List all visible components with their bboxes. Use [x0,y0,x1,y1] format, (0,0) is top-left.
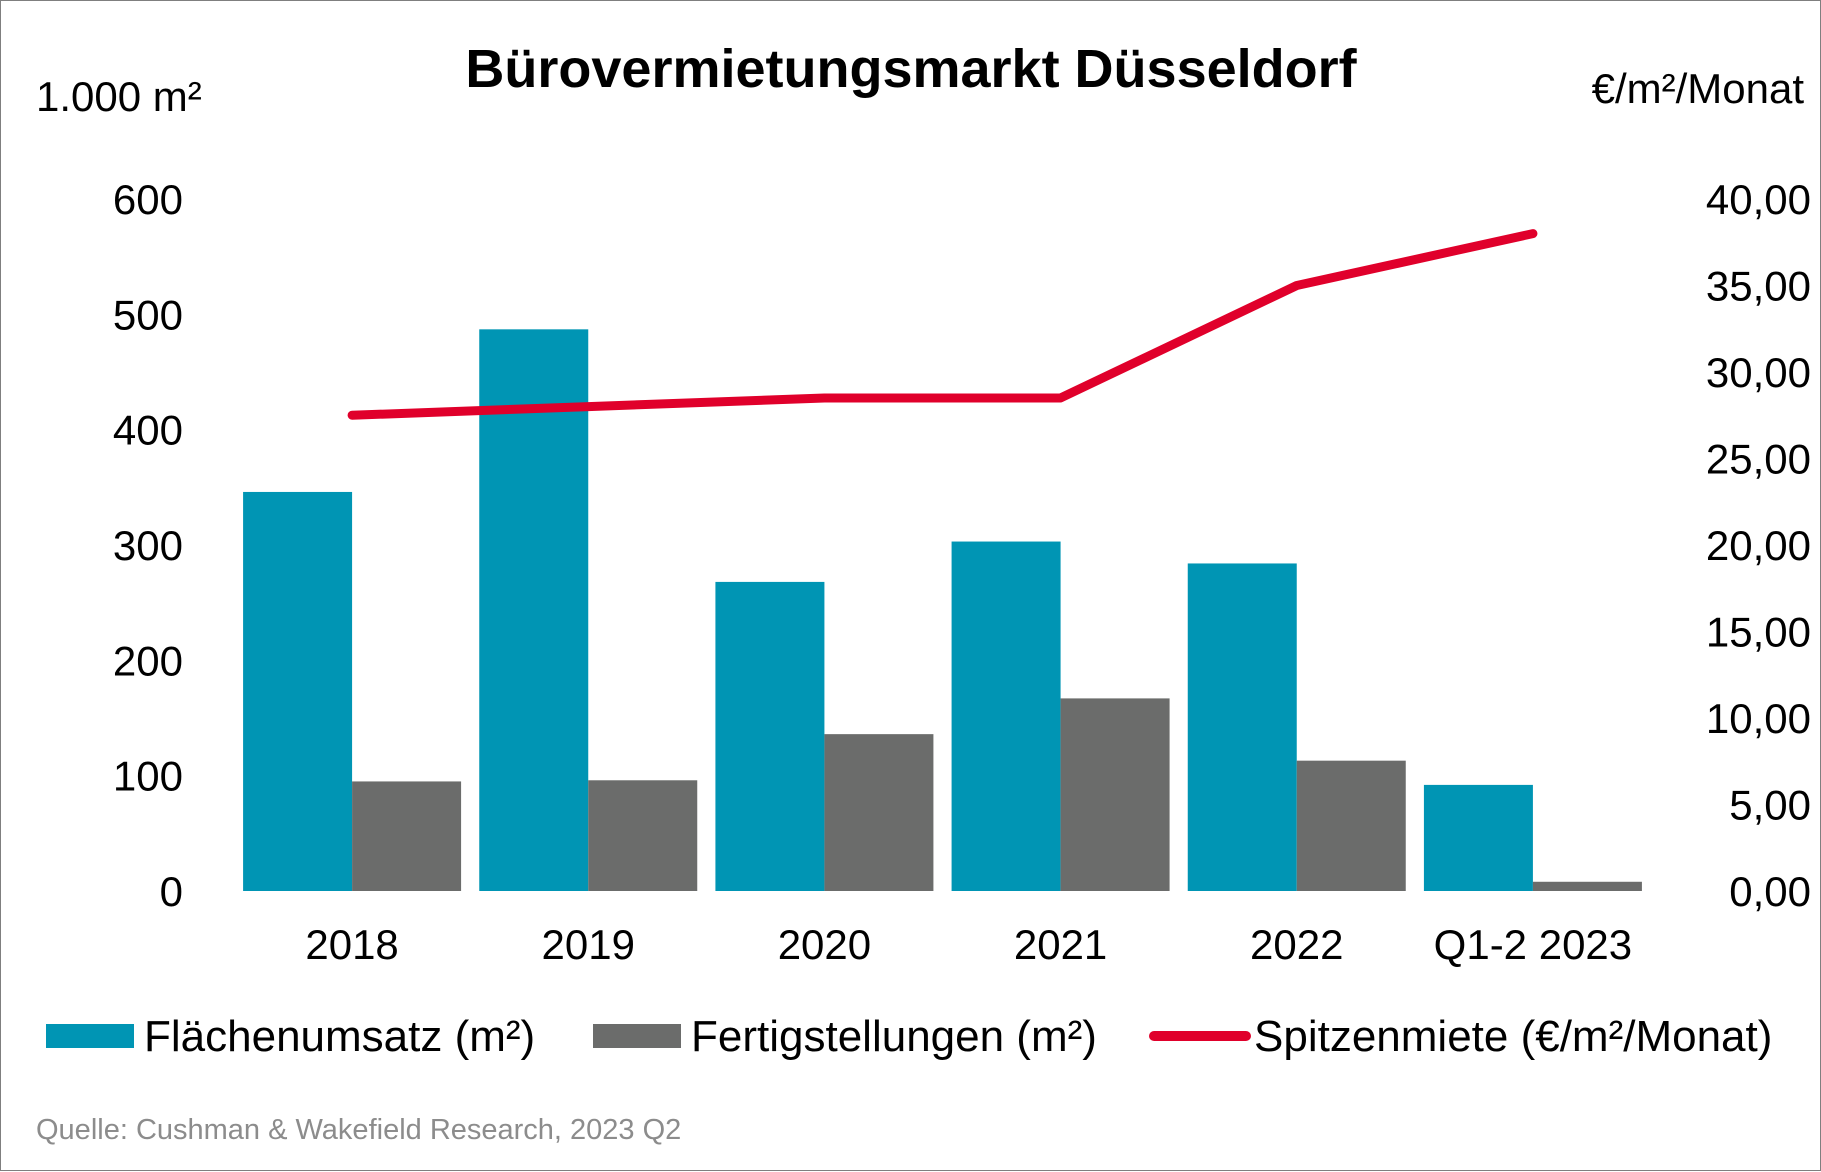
x-axis: 2018 2019 2020 2021 2022 Q1-2 2023 [305,921,1632,968]
x-tick-label: 2021 [1014,921,1107,968]
y-left-tick-label: 100 [113,753,183,800]
y-left-tick-label: 0 [160,868,183,915]
legend-label-spitzenmiete: Spitzenmiete (€/m²/Monat) [1254,1012,1772,1061]
y-right-unit: €/m²/Monat [1592,65,1805,112]
bar-flaechenumsatz-0 [243,491,353,891]
bar-fertigstellungen-3 [1060,698,1170,891]
bar-fertigstellungen-0 [352,781,462,891]
legend-label-flaechenumsatz: Flächenumsatz (m²) [144,1012,535,1061]
y-right-tick-label: 0,00 [1729,868,1811,915]
bar-flaechenumsatz-2 [715,581,825,891]
y-left-tick-label: 500 [113,291,183,338]
y-right-axis: 0,00 5,00 10,00 15,00 20,00 25,00 30,00 35,00 40… [1706,176,1811,915]
line-spitzenmiete [347,229,1538,420]
x-tick-label: 2018 [305,921,398,968]
bar-flaechenumsatz-5 [1423,784,1533,891]
legend: Flächenumsatz (m²) Fertigstellungen (m²)… [46,1012,1772,1061]
y-right-tick-label: 40,00 [1706,176,1811,223]
bar-fertigstellungen-5 [1532,881,1642,891]
x-tick-label: 2019 [542,921,635,968]
bar-fertigstellungen-1 [588,780,698,891]
legend-swatch-fertigstellungen [593,1024,681,1048]
legend-swatch-flaechenumsatz [46,1024,134,1048]
y-left-tick-label: 400 [113,407,183,454]
y-right-tick-label: 10,00 [1706,695,1811,742]
y-left-unit: 1.000 m² [36,73,202,120]
bar-fertigstellungen-2 [824,734,934,891]
x-tick-label: Q1-2 2023 [1434,921,1632,968]
y-left-axis: 0 100 200 300 400 500 600 [113,176,183,915]
y-right-tick-label: 15,00 [1706,609,1811,656]
legend-label-fertigstellungen: Fertigstellungen (m²) [691,1012,1097,1061]
y-right-tick-label: 30,00 [1706,349,1811,396]
y-left-tick-label: 600 [113,176,183,223]
bars [243,329,1642,891]
y-right-tick-label: 25,00 [1706,436,1811,483]
y-right-tick-label: 35,00 [1706,263,1811,310]
bar-flaechenumsatz-4 [1187,563,1297,891]
x-tick-label: 2022 [1250,921,1343,968]
bar-flaechenumsatz-1 [479,329,589,891]
line-series [347,229,1538,420]
chart-title: Bürovermietungsmarkt Düsseldorf [465,39,1357,99]
source-note: Quelle: Cushman & Wakefield Research, 20… [36,1114,681,1146]
x-tick-label: 2020 [778,921,871,968]
y-left-tick-label: 300 [113,522,183,569]
bar-flaechenumsatz-3 [951,541,1061,891]
bar-fertigstellungen-4 [1296,760,1406,891]
y-left-tick-label: 200 [113,637,183,684]
y-right-tick-label: 5,00 [1729,782,1811,829]
y-right-tick-label: 20,00 [1706,522,1811,569]
